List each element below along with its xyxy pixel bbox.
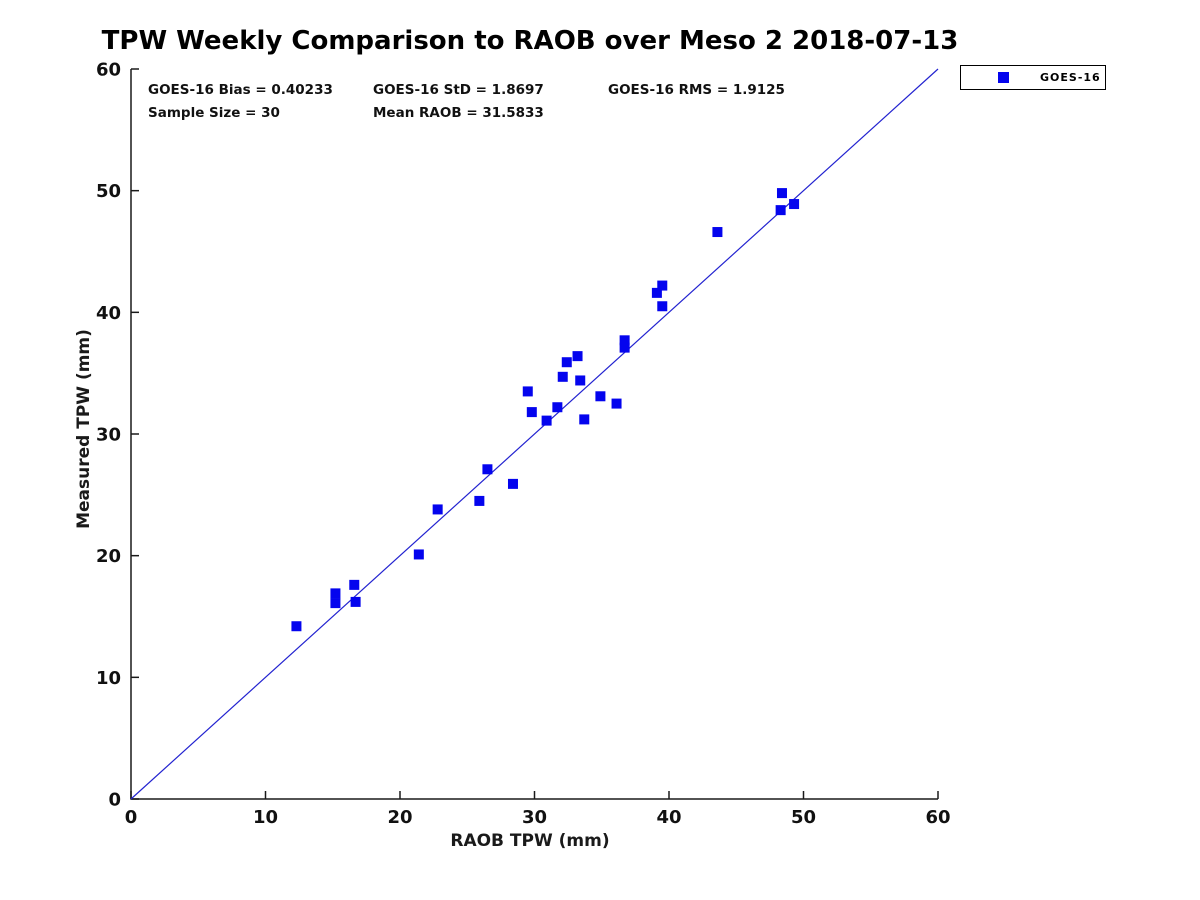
y-tick-label: 20 <box>96 546 121 567</box>
y-tick-label: 0 <box>108 790 121 811</box>
x-tick-label: 40 <box>656 807 681 828</box>
scatter-point <box>474 495 485 506</box>
scatter-point <box>482 464 493 475</box>
scatter-point <box>522 386 533 397</box>
scatter-point <box>413 549 424 560</box>
y-tick-label: 50 <box>96 181 121 202</box>
y-tick-label: 40 <box>96 303 121 324</box>
scatter-point <box>657 301 668 312</box>
scatter-point <box>595 391 606 402</box>
y-axis-label: Measured TPW (mm) <box>74 329 94 529</box>
stat-bias: GOES-16 Bias = 0.40233 <box>148 82 333 98</box>
scatter-point <box>291 621 302 632</box>
x-tick-label: 10 <box>253 807 278 828</box>
scatter-point <box>557 371 568 382</box>
y-tick-label: 30 <box>96 425 121 446</box>
x-tick-label: 0 <box>125 807 138 828</box>
scatter-point <box>575 375 586 386</box>
scatter-point <box>651 287 662 298</box>
legend-marker-icon <box>998 72 1009 83</box>
scatter-point <box>330 588 341 599</box>
scatter-point <box>541 415 552 426</box>
legend-label: GOES-16 <box>1040 71 1101 84</box>
x-tick-label: 20 <box>387 807 412 828</box>
scatter-point <box>507 478 518 489</box>
scatter-point <box>579 414 590 425</box>
legend-box: GOES-16 <box>960 65 1106 90</box>
scatter-point <box>775 205 786 216</box>
scatter-point <box>330 598 341 609</box>
scatter-point <box>776 188 787 199</box>
stat-std: GOES-16 StD = 1.8697 <box>373 82 544 98</box>
scatter-point <box>789 199 800 210</box>
scatter-point <box>657 280 668 291</box>
scatter-point <box>619 342 630 353</box>
scatter-point <box>552 402 563 413</box>
stat-sample-size: Sample Size = 30 <box>148 105 280 121</box>
chart-title: TPW Weekly Comparison to RAOB over Meso … <box>101 26 959 56</box>
y-tick-label: 60 <box>96 60 121 81</box>
scatter-point <box>432 504 443 515</box>
scatter-point <box>350 596 361 607</box>
scatter-point <box>712 227 723 238</box>
stat-mean-raob: Mean RAOB = 31.5833 <box>373 105 544 121</box>
scatter-point <box>572 351 583 362</box>
x-tick-label: 30 <box>522 807 547 828</box>
x-tick-label: 50 <box>791 807 816 828</box>
identity-line <box>130 68 939 800</box>
scatter-point <box>561 357 572 368</box>
x-tick-label: 60 <box>925 807 950 828</box>
scatter-point <box>619 335 630 346</box>
x-axis-label: RAOB TPW (mm) <box>450 831 610 851</box>
y-tick-label: 10 <box>96 668 121 689</box>
scatter-point <box>611 398 622 409</box>
scatter-point <box>526 407 537 418</box>
stat-rms: GOES-16 RMS = 1.9125 <box>608 82 785 98</box>
scatter-point <box>349 579 360 590</box>
